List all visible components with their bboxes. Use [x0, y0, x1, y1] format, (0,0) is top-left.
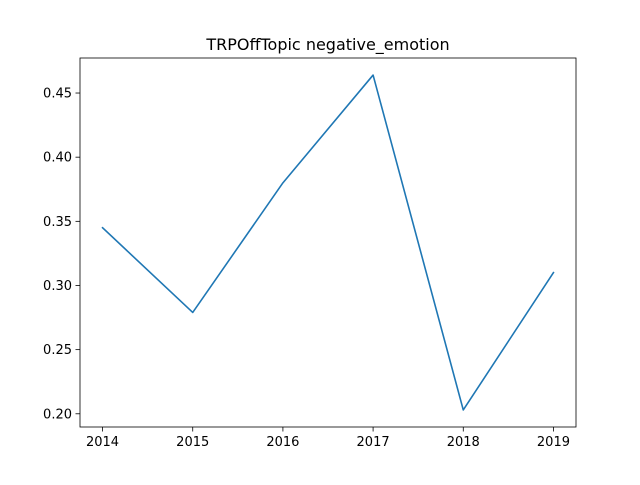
x-tick-label: 2017 [357, 435, 390, 450]
x-tick-label: 2014 [86, 435, 119, 450]
axes-frame [79, 57, 577, 428]
plot-frame [79, 57, 577, 428]
y-tick-label: 0.45 [43, 87, 72, 102]
series-layer [101, 74, 555, 411]
x-tick-label: 2015 [176, 435, 209, 450]
y-tick-label: 0.20 [43, 407, 72, 422]
x-tick-label: 2018 [447, 435, 480, 450]
x-tick-label: 2019 [537, 435, 570, 450]
y-tick-label: 0.30 [43, 279, 72, 294]
y-tick-label: 0.40 [43, 151, 72, 166]
x-tick-label: 2016 [266, 435, 299, 450]
x-axis: 2014 2015 2016 2017 2018 2019 [86, 427, 570, 450]
y-tick-label: 0.35 [43, 215, 72, 230]
y-tick-label: 0.25 [43, 343, 72, 358]
series-line [101, 74, 555, 411]
chart-title: TRPOffTopic negative_emotion [205, 35, 449, 55]
y-axis: 0.20 0.25 0.30 0.35 0.40 0.45 [43, 87, 80, 422]
